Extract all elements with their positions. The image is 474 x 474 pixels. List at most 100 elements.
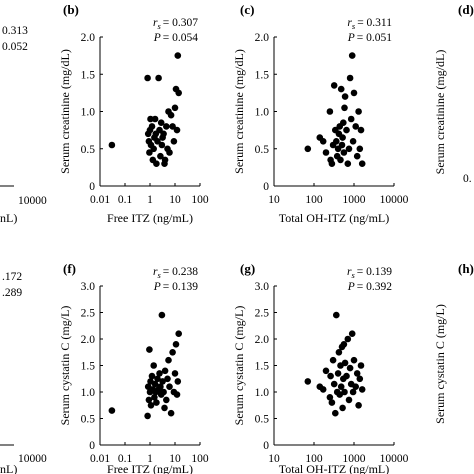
data-point (329, 356, 337, 364)
data-point (350, 89, 358, 97)
data-point (173, 126, 181, 134)
data-point (175, 330, 182, 338)
data-point (357, 362, 365, 369)
x-tick-label: 1000 (343, 453, 366, 465)
data-point (344, 160, 352, 167)
data-point (349, 138, 357, 145)
data-point (345, 145, 353, 153)
data-point (169, 123, 176, 130)
data-point (151, 380, 159, 388)
panel-c: 0 0.5 1.0 1.5 2.0 10 100 1000 10000 Total OH-ITZ … (232, 2, 409, 225)
data-point (330, 82, 338, 89)
panel-e-p-fragment: .289 (2, 287, 22, 299)
data-point (160, 130, 167, 138)
x-tick-label: 10 (268, 453, 280, 465)
x-tick-label: 1000 (343, 194, 366, 206)
x-axis-label: Free ITZ (ng/mL) (107, 462, 193, 474)
panel-d-tick-fragment: 0. (463, 173, 472, 185)
data-point (330, 380, 338, 388)
data-point (169, 349, 176, 356)
data-point (170, 138, 178, 145)
y-tick-label: 1.5 (81, 69, 96, 81)
data-point (343, 372, 350, 380)
data-point (356, 375, 364, 383)
panel-h-y-label: Serum cystatin C (mg/L) (433, 304, 447, 424)
data-point (108, 407, 116, 414)
x-tick-label: 100 (191, 194, 209, 206)
data-point (173, 391, 181, 398)
x-tick-label: 10 (268, 194, 280, 206)
panel-label: (c) (240, 2, 254, 17)
y-tick-label: 0 (89, 181, 95, 193)
data-point (155, 74, 162, 82)
data-point (174, 52, 182, 59)
data-point (353, 152, 361, 160)
data-point (161, 156, 169, 164)
y-axis-label: Serum creatinine (mg/dL) (58, 49, 72, 174)
data-point (344, 335, 352, 343)
x-tick-label: 1 (147, 194, 153, 206)
data-point (337, 85, 345, 93)
data-point (164, 375, 171, 383)
data-point (304, 145, 312, 153)
x-tick-label: 0.1 (118, 194, 133, 206)
data-point (146, 149, 153, 156)
data-point (352, 123, 360, 130)
data-point (358, 386, 366, 393)
data-point (160, 388, 167, 396)
y-tick-label: 0.5 (81, 144, 96, 156)
data-point (346, 74, 354, 82)
data-point (339, 134, 346, 141)
data-point (340, 119, 347, 126)
y-tick-label: 1.0 (255, 107, 270, 119)
y-tick-label: 1.5 (81, 361, 96, 373)
p-annotation: P = 0.054 (153, 32, 199, 44)
x-tick-label: 10000 (380, 194, 409, 206)
data-point (326, 394, 334, 401)
data-point (158, 141, 166, 149)
data-point (157, 383, 164, 391)
data-point (353, 370, 361, 377)
panel-a-xlabel-fragment: nL) (0, 211, 17, 225)
y-axis-label: Serum cystatin C (mg/L) (232, 306, 246, 426)
data-point (163, 396, 170, 404)
data-point (150, 362, 157, 369)
y-tick-label: 1.5 (255, 361, 270, 373)
data-point (166, 383, 173, 391)
data-point (346, 364, 354, 372)
data-point (348, 330, 356, 338)
panel-label: (g) (240, 261, 255, 276)
panel-a-rs-fragment: 0.313 (2, 25, 28, 37)
y-tick-label: 0.5 (255, 414, 270, 426)
data-point (328, 160, 336, 167)
data-point (146, 346, 153, 353)
rs-annotation: rs = 0.139 (347, 266, 392, 280)
data-point (108, 141, 116, 149)
data-point (150, 145, 157, 153)
data-point (341, 388, 348, 396)
data-point (157, 152, 164, 160)
data-point (148, 123, 156, 130)
data-point (171, 370, 179, 377)
rs-annotation: rs = 0.307 (153, 17, 198, 31)
panel-e-rs-fragment: .172 (2, 271, 22, 283)
data-point (343, 126, 350, 134)
data-point (322, 149, 330, 156)
data-point (157, 119, 165, 126)
data-point (352, 383, 360, 391)
x-tick-label: 10000 (380, 453, 409, 465)
data-point (341, 93, 349, 100)
panel-h-fragment: (h) Serum cystatin C (mg/L) (433, 261, 474, 424)
panel-d-label: (d) (458, 2, 474, 17)
data-point (348, 52, 356, 59)
y-tick-label: 2.0 (255, 32, 270, 44)
data-point (332, 409, 339, 417)
x-axis-label: Total OH-ITZ (ng/mL) (279, 462, 389, 474)
data-point (161, 404, 168, 412)
x-axis-label: Free ITZ (ng/mL) (107, 211, 193, 225)
panel-e-fragment: .172 .289 10000 nL) (0, 271, 47, 474)
y-tick-label: 2.5 (255, 308, 270, 320)
